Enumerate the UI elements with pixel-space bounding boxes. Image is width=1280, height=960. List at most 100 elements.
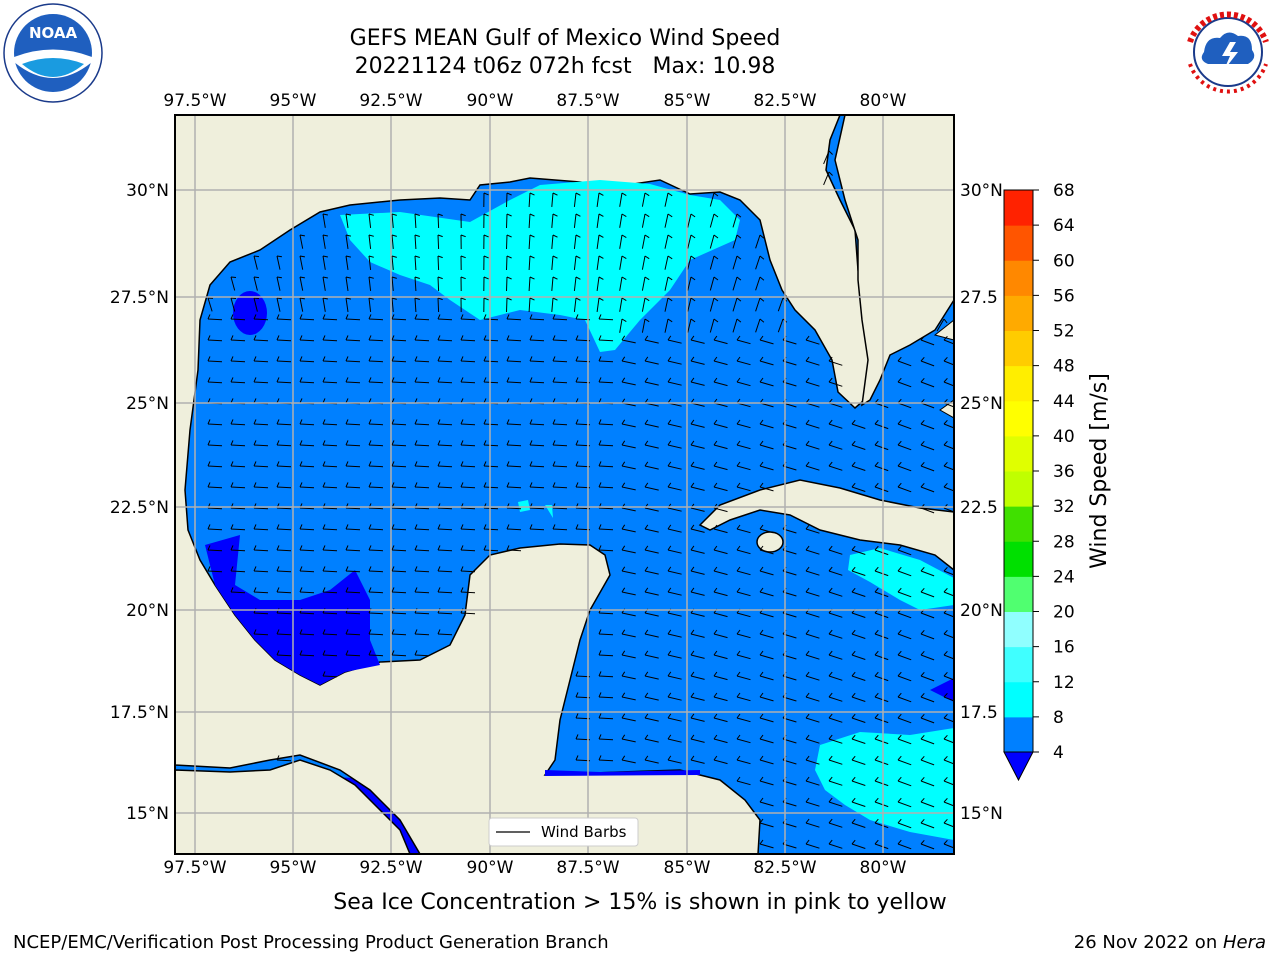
wind-barb xyxy=(368,545,384,552)
wind-barb xyxy=(230,314,246,321)
wind-barb xyxy=(851,797,866,807)
wind-barb xyxy=(713,524,728,534)
wind-barb xyxy=(207,482,223,489)
wind-barb xyxy=(690,587,705,596)
wind-barb xyxy=(483,213,489,229)
wind-barb xyxy=(897,839,912,850)
wind-barb xyxy=(368,276,374,291)
wind-barb xyxy=(437,461,453,468)
wind-barb xyxy=(920,755,935,766)
wind-barb xyxy=(368,482,384,489)
wind-barb xyxy=(709,276,719,291)
lat-label: 30°N xyxy=(126,181,169,201)
wind-barb xyxy=(805,335,820,345)
wind-barb xyxy=(690,419,705,428)
wind-barb xyxy=(230,545,246,552)
footer-date-text: 26 Nov 2022 on xyxy=(1073,932,1223,953)
wind-barb xyxy=(644,461,659,470)
wind-barb xyxy=(736,587,751,597)
wind-barb xyxy=(897,440,912,451)
colorbar-segment xyxy=(1004,646,1033,683)
wind-barb xyxy=(322,566,338,573)
wind-barb xyxy=(621,356,636,365)
colorbar-tick-label: 44 xyxy=(1053,392,1075,412)
wind-region-blue-honduras xyxy=(545,770,700,776)
wind-barb xyxy=(506,419,522,426)
wind-barb xyxy=(414,482,430,489)
colorbar-segment xyxy=(1004,190,1033,226)
wind-barb xyxy=(874,818,889,829)
wind-barb xyxy=(368,213,374,228)
wind-barb xyxy=(759,482,774,492)
wind-barb xyxy=(529,335,545,342)
wind-barb xyxy=(345,419,361,426)
wind-barb xyxy=(551,297,558,312)
wind-barb xyxy=(596,234,604,249)
wind-barb xyxy=(345,314,361,321)
wind-barb xyxy=(759,629,774,639)
wind-barb xyxy=(736,713,751,723)
wind-barb xyxy=(621,629,636,638)
wind-barb xyxy=(874,797,889,808)
wind-barb xyxy=(805,545,820,555)
wind-barb xyxy=(506,461,522,468)
wind-barb xyxy=(322,482,338,489)
wind-barb xyxy=(828,377,843,387)
wind-barb xyxy=(552,440,568,447)
wind-barb xyxy=(253,566,269,573)
wind-barb xyxy=(207,566,223,573)
wind-barb xyxy=(253,356,269,363)
wind-barb xyxy=(391,566,407,573)
wind-barb xyxy=(920,587,935,598)
wind-region-cyan-north xyxy=(340,180,740,352)
wind-barb xyxy=(828,671,843,681)
wind-barb xyxy=(736,377,751,387)
wind-barb xyxy=(874,734,889,745)
wind-barb xyxy=(667,482,682,491)
wind-barb xyxy=(644,566,659,575)
wind-barb xyxy=(598,356,614,363)
wind-barb xyxy=(529,419,545,426)
wind-barb xyxy=(897,566,912,577)
wind-barb xyxy=(414,629,430,636)
wind-barb xyxy=(483,482,499,489)
wind-barb xyxy=(345,566,361,573)
wind-barb xyxy=(483,419,499,426)
wind-barb xyxy=(828,755,843,765)
wind-barb xyxy=(276,461,292,468)
wind-barb xyxy=(805,524,820,534)
colorbar-tick-label: 20 xyxy=(1053,603,1075,623)
wind-barb xyxy=(551,255,558,270)
wind-barb xyxy=(391,213,397,228)
wind-barb xyxy=(690,692,705,701)
wind-barb xyxy=(230,587,246,594)
wind-barb xyxy=(414,566,430,573)
lon-label: 87.5°W xyxy=(556,858,619,878)
wind-barb xyxy=(529,377,545,384)
wind-barb xyxy=(874,440,889,451)
wind-barb xyxy=(621,713,636,722)
wind-barb xyxy=(598,692,614,699)
map-frame xyxy=(174,114,955,855)
wind-barb xyxy=(709,234,719,249)
wind-barb xyxy=(920,839,935,850)
lat-label: 30°N xyxy=(960,181,1003,201)
wind-barb xyxy=(943,776,954,786)
lat-label: 22.5 xyxy=(960,498,998,518)
wind-barb xyxy=(414,650,430,657)
wind-barb xyxy=(322,650,338,657)
wind-barb xyxy=(621,419,636,428)
wind-barb xyxy=(897,419,912,430)
wind-barb xyxy=(276,314,292,321)
lat-label: 22.5°N xyxy=(110,498,169,518)
wind-barb xyxy=(897,797,912,808)
wind-barb xyxy=(368,419,384,426)
map-legend: Wind Barbs xyxy=(488,817,639,847)
wind-barb xyxy=(828,839,843,849)
wind-barb xyxy=(207,524,223,531)
wind-barb xyxy=(276,482,292,489)
wind-barb xyxy=(828,356,843,366)
wind-barb xyxy=(460,545,476,552)
wind-barb xyxy=(851,482,866,492)
wind-barb xyxy=(920,713,935,724)
